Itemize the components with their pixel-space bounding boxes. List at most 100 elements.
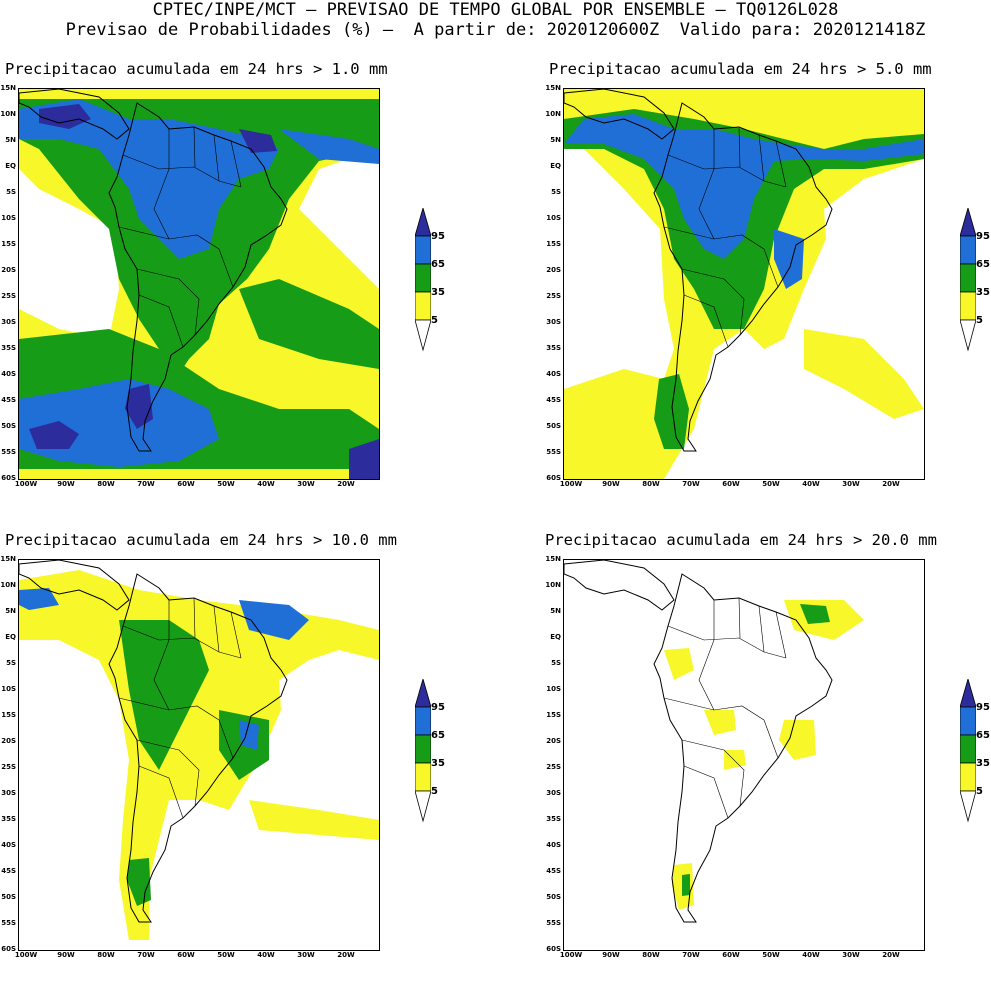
legend-label: 35: [431, 287, 445, 298]
lon-label: 30W: [842, 480, 860, 488]
legend-label: 65: [976, 259, 990, 270]
lat-label: 30S: [546, 318, 561, 326]
lon-label: 70W: [682, 480, 700, 488]
probability-contour: [724, 750, 746, 770]
probability-contour: [279, 129, 379, 164]
country-border: [663, 226, 779, 288]
lat-label: 25S: [546, 763, 561, 771]
lat-label: 20S: [1, 737, 16, 745]
lon-label: 60W: [177, 480, 195, 488]
lat-label: 60S: [546, 945, 561, 953]
probability-contour: [119, 620, 209, 770]
legend-swatch: [414, 206, 432, 237]
country-border: [193, 597, 196, 639]
country-border: [758, 134, 765, 182]
lat-label: 45S: [1, 867, 16, 875]
country-border: [775, 140, 787, 188]
lon-label: 80W: [642, 480, 660, 488]
lat-label: 10N: [0, 110, 16, 118]
legend-swatch: [959, 263, 977, 293]
lat-label: 5N: [550, 136, 561, 144]
legend-label: 5: [431, 786, 438, 797]
lat-label: 40S: [1, 841, 16, 849]
country-border: [122, 625, 242, 659]
legend-swatch: [414, 790, 432, 823]
legend-label: 5: [976, 315, 983, 326]
lat-label: 20S: [546, 266, 561, 274]
map-canvas: [563, 88, 925, 480]
lat-label: 25S: [546, 292, 561, 300]
lat-label: 10N: [545, 581, 561, 589]
precip-probability-map: [564, 89, 924, 479]
lat-label: 5N: [5, 136, 16, 144]
probability-contour: [239, 279, 379, 369]
lon-label: 50W: [762, 951, 780, 959]
legend-label: 65: [431, 730, 445, 741]
probability-contour: [564, 114, 924, 259]
map-canvas: [563, 559, 925, 951]
lon-label: 50W: [217, 951, 235, 959]
lat-label: 15S: [1, 240, 16, 248]
lat-label: 45S: [1, 396, 16, 404]
lat-label: 25S: [1, 292, 16, 300]
coastline-south-america: [653, 102, 833, 452]
lon-label: 80W: [97, 480, 115, 488]
probability-contour: [19, 570, 379, 940]
country-border: [153, 600, 170, 711]
header-title-line1: CPTEC/INPE/MCT — PREVISAO DE TEMPO GLOBA…: [152, 0, 839, 20]
country-border: [136, 739, 200, 807]
probability-legend: 95 65 35 5: [414, 206, 451, 358]
lat-label: 10S: [1, 685, 16, 693]
legend-swatch: [959, 291, 977, 321]
lat-label: 15S: [546, 240, 561, 248]
lon-label: 30W: [297, 951, 315, 959]
lat-label: 50S: [546, 893, 561, 901]
legend-swatch: [959, 677, 977, 708]
lat-label: 15N: [0, 555, 16, 563]
lon-label: 70W: [137, 951, 155, 959]
legend-swatch: [414, 235, 432, 265]
probability-contour: [39, 104, 91, 129]
panel-title: Precipitacao acumulada em 24 hrs > 10.0 …: [5, 531, 397, 549]
lon-label: 40W: [257, 951, 275, 959]
lat-label: 30S: [1, 318, 16, 326]
probability-contour: [249, 800, 379, 840]
lat-label: 50S: [1, 893, 16, 901]
probability-legend: 95 65 35 5: [959, 206, 991, 358]
lon-label: 100W: [14, 951, 38, 959]
lat-label: 20S: [546, 737, 561, 745]
coastline-south-america: [108, 102, 288, 452]
lat-label: 15S: [1, 711, 16, 719]
lat-label: 60S: [1, 474, 16, 482]
lon-label: 40W: [257, 480, 275, 488]
lon-label: 20W: [882, 951, 900, 959]
legend-label: 95: [976, 702, 990, 713]
lon-label: 100W: [14, 480, 38, 488]
lat-label: 5S: [6, 659, 16, 667]
legend-swatch: [959, 235, 977, 265]
map-panel-20mm: Precipitacao acumulada em 24 hrs > 20.0 …: [545, 531, 991, 1001]
lon-label: 80W: [97, 951, 115, 959]
coastline-central-america: [564, 560, 675, 611]
lat-label: 50S: [546, 422, 561, 430]
map-canvas: [18, 559, 380, 951]
lon-label: 90W: [57, 951, 75, 959]
probability-contour: [29, 421, 79, 449]
country-border: [663, 697, 779, 759]
lon-label: 30W: [842, 951, 860, 959]
legend-label: 35: [431, 758, 445, 769]
country-border: [698, 129, 715, 240]
lon-label: 20W: [337, 951, 355, 959]
probability-contour: [779, 720, 816, 760]
legend-label: 95: [431, 702, 445, 713]
lat-label: 15N: [545, 84, 561, 92]
country-border: [738, 126, 741, 168]
lon-label: 30W: [297, 480, 315, 488]
legend-swatch: [959, 206, 977, 237]
lat-label: EQ: [5, 162, 16, 170]
probability-legend: 95 65 35 5: [959, 677, 991, 829]
lat-label: 45S: [546, 867, 561, 875]
lat-label: 40S: [1, 370, 16, 378]
country-border: [122, 154, 242, 188]
lat-label: 10S: [546, 214, 561, 222]
